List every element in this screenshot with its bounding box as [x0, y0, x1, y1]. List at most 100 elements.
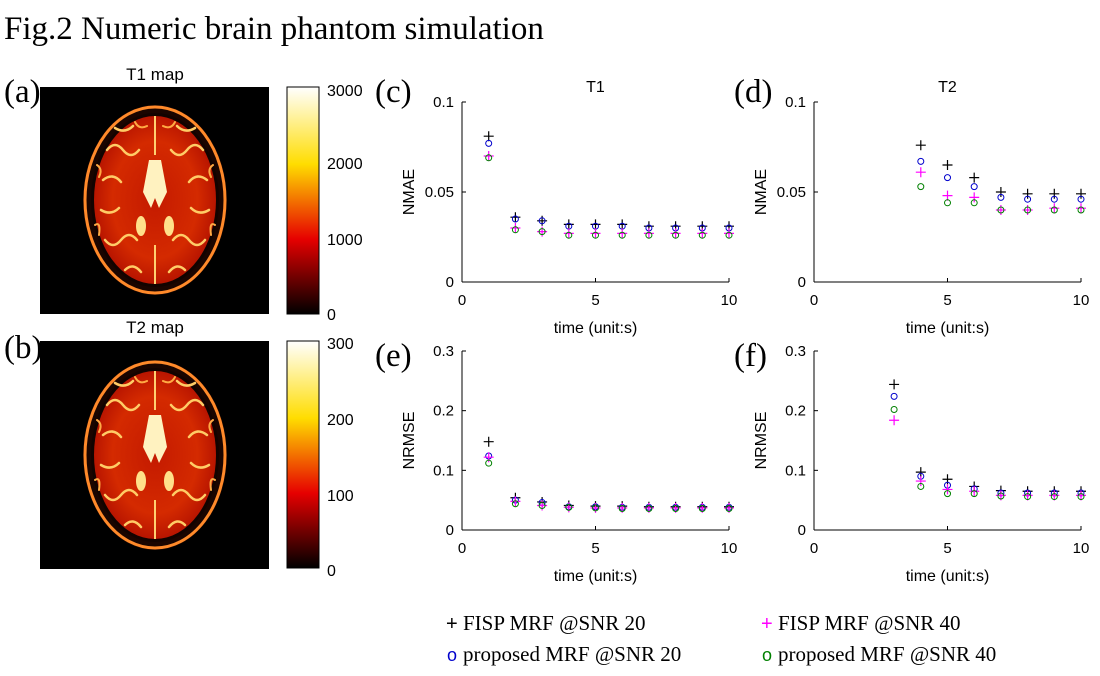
x-axis-label: time (unit:s) [906, 320, 990, 337]
legend: + FISP MRF @SNR 20 + FISP MRF @SNR 40 o … [446, 611, 996, 666]
x-tick-label: 10 [721, 540, 738, 557]
x-tick-label: 0 [810, 292, 818, 309]
t1-colorbar-tick: 3000 [327, 83, 363, 100]
data-point-plus [1049, 490, 1060, 501]
y-tick-label: 0.3 [433, 343, 454, 360]
legend-marker-fisp-snr40: + [761, 613, 773, 635]
data-point-plus [724, 228, 734, 239]
data-point-plus [483, 452, 494, 463]
data-point-plus [617, 228, 628, 239]
y-tick-label: 0.1 [433, 462, 454, 479]
data-point-plus [969, 486, 980, 497]
y-tick-label: 0.2 [785, 403, 806, 420]
data-point-plus [483, 131, 494, 142]
y-axis-label: NMAE [753, 169, 770, 215]
data-point-circle [944, 490, 951, 498]
t1-colorbar-tick: 2000 [327, 156, 363, 173]
legend-marker-fisp-snr20: + [446, 613, 458, 635]
t2-map-title: T2 map [126, 318, 184, 337]
data-point-plus [915, 467, 926, 478]
data-point-plus [563, 219, 574, 230]
data-point-plus [1049, 188, 1060, 199]
series-fisp-mrf-snr-20 [483, 131, 734, 232]
y-tick-label: 0.1 [785, 462, 806, 479]
t2-colorbar-tick: 0 [327, 563, 336, 580]
y-axis-label: NRMSE [401, 412, 418, 470]
data-point-plus [942, 484, 953, 495]
chart-title: T1 [586, 79, 605, 96]
data-point-plus [1076, 203, 1086, 214]
data-point-circle [917, 482, 925, 490]
panel-label-b: (b) [4, 330, 42, 366]
y-axis-label: NMAE [401, 169, 418, 215]
legend-label-fisp-snr40: FISP MRF @SNR 40 [778, 611, 961, 635]
t2-colorbar-tick: 200 [327, 412, 354, 429]
data-point-circle [1077, 493, 1085, 501]
data-point-circle [565, 231, 573, 239]
legend-label-proposed-snr40: proposed MRF @SNR 40 [778, 642, 996, 666]
data-point-circle [592, 231, 599, 239]
data-point-plus [510, 212, 521, 223]
data-point-plus [942, 190, 953, 201]
panel-label: (c) [375, 74, 412, 110]
y-tick-label: 0.2 [433, 403, 454, 420]
data-point-circle [538, 217, 546, 225]
x-axis-label: time (unit:s) [554, 320, 638, 337]
data-point-plus [1022, 188, 1033, 199]
data-point-circle [1024, 493, 1032, 501]
y-tick-label: 0.1 [785, 94, 806, 111]
data-point-plus [995, 187, 1006, 197]
x-axis-label: time (unit:s) [554, 568, 638, 585]
x-axis-label: time (unit:s) [906, 568, 990, 585]
legend-label-fisp-snr20: FISP MRF @SNR 20 [463, 611, 646, 635]
data-point-plus [510, 223, 521, 233]
data-point-plus [1076, 490, 1086, 501]
data-point-circle [485, 459, 493, 467]
series-proposed-mrf-snr-20 [917, 157, 1085, 203]
data-point-circle [698, 505, 706, 513]
x-tick-label: 0 [458, 292, 466, 309]
chart-panel-d: (d) 0 5 10 0 0.05 0.1 time (unit:s) NMAE T2 [734, 74, 1089, 337]
panel-label: (f) [734, 338, 767, 374]
data-point-circle [970, 183, 978, 191]
series-proposed-mrf-snr-40 [485, 459, 733, 513]
data-point-plus [590, 219, 601, 230]
data-point-circle [485, 154, 493, 162]
data-point-circle [645, 231, 653, 239]
data-point-plus [1076, 188, 1086, 199]
y-tick-label: 0.1 [433, 94, 454, 111]
data-point-circle [890, 405, 898, 413]
x-tick-label: 5 [943, 540, 951, 557]
data-point-circle [645, 505, 653, 513]
series-proposed-mrf-snr-20 [485, 139, 733, 232]
data-point-plus [942, 160, 953, 170]
data-point-plus [915, 140, 926, 151]
legend-marker-proposed-snr40: o [762, 645, 772, 665]
data-point-circle [511, 215, 519, 223]
data-point-circle [618, 505, 626, 513]
panel-label: (d) [734, 74, 772, 110]
y-tick-label: 0 [798, 274, 806, 291]
y-tick-label: 0.05 [777, 184, 806, 201]
y-tick-label: 0.05 [425, 184, 454, 201]
t2-colorbar [286, 340, 320, 569]
series-fisp-mrf-snr-20 [483, 436, 734, 512]
data-point-circle [997, 492, 1005, 500]
t1-map-image [40, 87, 269, 314]
legend-marker-proposed-snr20: o [447, 645, 457, 665]
panel-label: (e) [375, 338, 412, 374]
x-tick-label: 0 [458, 540, 466, 557]
x-tick-label: 0 [810, 540, 818, 557]
series-fisp-mrf-snr-40 [483, 151, 734, 239]
data-point-circle [698, 231, 706, 239]
series-fisp-mrf-snr-40 [483, 452, 734, 513]
data-point-circle [511, 500, 519, 508]
data-point-circle [1024, 195, 1032, 203]
data-point-plus [942, 474, 953, 485]
x-tick-label: 10 [1073, 540, 1090, 557]
y-tick-label: 0 [446, 522, 454, 539]
figure-title: Fig.2 Numeric brain phantom simulation [4, 11, 544, 47]
data-point-plus [563, 228, 574, 239]
data-point-plus [889, 379, 900, 390]
